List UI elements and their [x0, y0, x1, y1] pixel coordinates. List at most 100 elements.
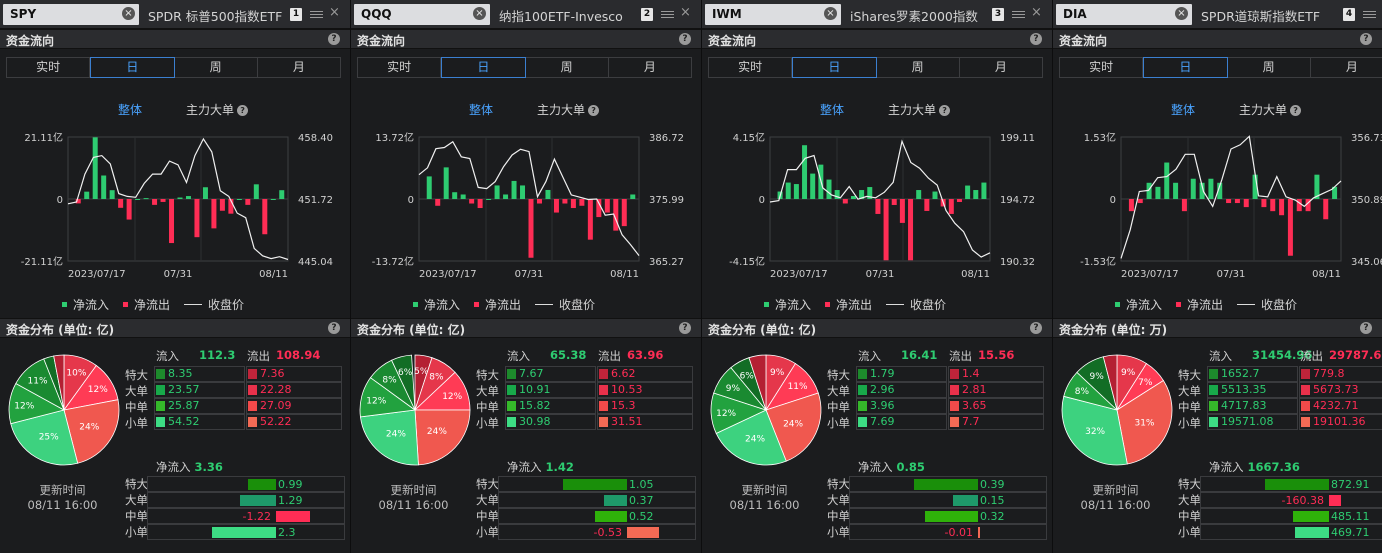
symbol-input[interactable]: IWM × — [705, 4, 841, 25]
period-tab-1[interactable]: 日 — [90, 57, 175, 78]
inflow-cell: 30.98 — [505, 414, 596, 430]
flow-row: 特大 1652.7 779.8 — [1178, 366, 1382, 382]
inflow-value: 54.52 — [168, 415, 200, 428]
net-inflow-bar — [240, 495, 276, 506]
pie-slice-label: 6% — [398, 368, 413, 378]
help-icon[interactable]: ? — [1290, 105, 1302, 116]
period-tab-0[interactable]: 实时 — [7, 58, 91, 77]
symbol-input[interactable]: SPY × — [3, 4, 139, 25]
y-right-bottom-label: 345.06 — [1351, 257, 1382, 268]
x-tick-label: 07/31 — [1217, 269, 1246, 280]
inflow-marker — [1209, 417, 1218, 427]
net-value: 0.37 — [629, 494, 654, 507]
mode-main-large-tab[interactable]: 主力大单? — [1239, 101, 1302, 118]
outflow-header-label: 流出 — [1300, 349, 1323, 363]
distribution-pie: 9%11%24%24%12%9%6% — [710, 354, 822, 466]
net-inflow-label: 净流入 — [858, 460, 893, 474]
flow-row-label: 大单 — [125, 384, 148, 398]
mode-main-label: 主力大单 — [186, 103, 235, 117]
flow-bar — [270, 199, 276, 200]
clear-symbol-icon[interactable]: × — [824, 7, 837, 20]
period-tab-1[interactable]: 日 — [792, 57, 877, 78]
y-left-bottom-label: -4.15亿 — [729, 255, 765, 268]
close-line-swatch — [535, 304, 554, 305]
help-icon[interactable]: ? — [328, 322, 340, 334]
period-tab-2[interactable]: 周 — [175, 58, 258, 77]
outflow-value: 2.81 — [962, 383, 987, 396]
mode-main-large-tab[interactable]: 主力大单? — [186, 101, 249, 118]
settings-sliders-icon[interactable] — [1363, 9, 1376, 20]
settings-sliders-icon[interactable] — [310, 9, 323, 20]
net-inflow-total: 3.36 — [194, 460, 223, 474]
help-icon[interactable]: ? — [1360, 322, 1372, 334]
period-tab-0[interactable]: 实时 — [709, 58, 793, 77]
clear-symbol-icon[interactable]: × — [473, 7, 486, 20]
period-tab-3[interactable]: 月 — [292, 60, 305, 74]
pie-slice-label: 32% — [1085, 427, 1105, 437]
outflow-marker — [1301, 369, 1310, 379]
pie-slice — [359, 409, 419, 466]
legend-outflow: 净流出 — [825, 298, 872, 312]
help-icon[interactable]: ? — [679, 33, 691, 45]
flow-bar — [596, 199, 602, 218]
flow-row-label: 中单 — [827, 400, 850, 414]
clear-symbol-icon[interactable]: × — [1175, 7, 1188, 20]
help-icon[interactable]: ? — [679, 322, 691, 334]
period-selector: 实时日周 月 — [357, 57, 692, 78]
fund-flow-header: 资金流向? — [702, 29, 1052, 49]
flow-bar — [604, 199, 610, 213]
symbol-input[interactable]: QQQ × — [354, 4, 490, 25]
mode-overall-tab[interactable]: 整体 — [469, 103, 494, 117]
mode-main-large-tab[interactable]: 主力大单? — [537, 101, 600, 118]
help-icon[interactable]: ? — [588, 105, 600, 116]
period-tab-2[interactable]: 周 — [526, 58, 609, 77]
flow-bar — [211, 199, 217, 229]
help-icon[interactable]: ? — [1030, 322, 1042, 334]
settings-sliders-icon[interactable] — [661, 9, 674, 20]
net-value: 1.29 — [278, 494, 303, 507]
period-tab-2[interactable]: 周 — [877, 58, 960, 77]
help-icon[interactable]: ? — [1030, 33, 1042, 45]
period-tab-0[interactable]: 实时 — [358, 58, 442, 77]
close-panel-icon[interactable]: × — [680, 5, 691, 20]
outflow-swatch — [123, 302, 129, 307]
help-icon[interactable]: ? — [328, 33, 340, 45]
period-tab-1[interactable]: 日 — [441, 57, 526, 78]
outflow-total: 108.94 — [276, 348, 321, 362]
pie-slice-label: 24% — [427, 427, 447, 437]
symbol-text: SPY — [10, 7, 37, 21]
inflow-cell: 1.79 — [856, 366, 947, 382]
net-inflow-title: 净流入 0.85 — [858, 459, 925, 475]
period-tab-1[interactable]: 日 — [1143, 57, 1228, 78]
flow-row-label: 中单 — [125, 400, 148, 414]
inflow-value: 30.98 — [519, 415, 551, 428]
period-tab-0[interactable]: 实时 — [1060, 58, 1144, 77]
settings-sliders-icon[interactable] — [1012, 9, 1025, 20]
flow-bar — [1332, 186, 1338, 199]
flow-bar — [1137, 199, 1143, 204]
help-icon[interactable]: ? — [237, 105, 249, 116]
mode-overall-tab[interactable]: 整体 — [820, 103, 845, 117]
period-tab-2[interactable]: 周 — [1228, 58, 1311, 77]
outflow-swatch — [1176, 302, 1182, 307]
help-icon[interactable]: ? — [1360, 33, 1372, 45]
period-tab-3[interactable]: 月 — [643, 60, 656, 74]
outflow-value: 7.36 — [260, 367, 285, 380]
inflow-value: 23.57 — [168, 383, 200, 396]
mode-main-large-tab[interactable]: 主力大单? — [888, 101, 951, 118]
help-icon[interactable]: ? — [939, 105, 951, 116]
flow-bar — [426, 176, 432, 199]
fund-flow-chart: 21.11亿 0 -21.11亿 458.40 451.72 445.04 2023/07/… — [21, 131, 333, 280]
flow-bar — [793, 184, 799, 199]
close-panel-icon[interactable]: × — [1031, 5, 1042, 20]
close-panel-icon[interactable]: × — [329, 5, 340, 20]
period-tab-3[interactable]: 月 — [1345, 60, 1358, 74]
mode-overall-tab[interactable]: 整体 — [1171, 103, 1196, 117]
clear-symbol-icon[interactable]: × — [122, 7, 135, 20]
panel-tab-bar: IWM × iShares罗素2000指数 3 × — [702, 0, 1052, 29]
symbol-input[interactable]: DIA × — [1056, 4, 1192, 25]
mode-overall-tab[interactable]: 整体 — [118, 103, 143, 117]
panel-tab-bar: DIA × SPDR道琼斯指数ETF 4 × — [1053, 0, 1382, 29]
period-tab-3[interactable]: 月 — [994, 60, 1007, 74]
outflow-cell: 15.3 — [597, 398, 693, 414]
